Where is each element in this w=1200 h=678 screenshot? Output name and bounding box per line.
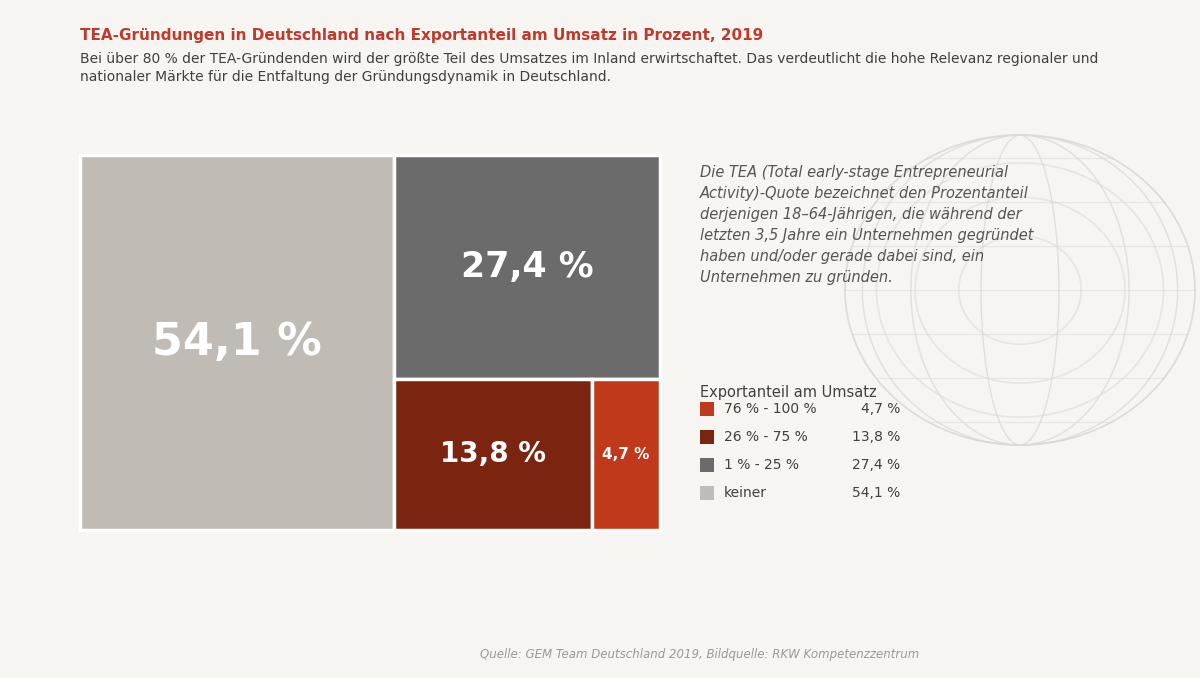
- Text: Bei über 80 % der TEA-Gründenden wird der größte Teil des Umsatzes im Inland erw: Bei über 80 % der TEA-Gründenden wird de…: [80, 52, 1098, 66]
- Bar: [700, 430, 714, 444]
- Bar: [394, 379, 593, 530]
- Bar: [700, 458, 714, 472]
- Bar: [700, 402, 714, 416]
- Text: 4,7 %: 4,7 %: [860, 402, 900, 416]
- Text: derjenigen 18–64-Jährigen, die während der: derjenigen 18–64-Jährigen, die während d…: [700, 207, 1021, 222]
- Text: nationaler Märkte für die Entfaltung der Gründungsdynamik in Deutschland.: nationaler Märkte für die Entfaltung der…: [80, 70, 611, 84]
- Bar: [700, 486, 714, 500]
- Text: Die TEA (Total early-stage Entrepreneurial: Die TEA (Total early-stage Entrepreneuri…: [700, 165, 1008, 180]
- Bar: [593, 379, 660, 530]
- Text: 4,7 %: 4,7 %: [602, 447, 650, 462]
- Text: 54,1 %: 54,1 %: [852, 486, 900, 500]
- Text: 27,4 %: 27,4 %: [852, 458, 900, 472]
- Text: Quelle: GEM Team Deutschland 2019, Bildquelle: RKW Kompetenzzentrum: Quelle: GEM Team Deutschland 2019, Bildq…: [480, 648, 919, 661]
- Text: Exportanteil am Umsatz: Exportanteil am Umsatz: [700, 385, 877, 400]
- Text: haben und/oder gerade dabei sind, ein: haben und/oder gerade dabei sind, ein: [700, 249, 984, 264]
- Text: 54,1 %: 54,1 %: [152, 321, 322, 364]
- Text: 1 % - 25 %: 1 % - 25 %: [724, 458, 799, 472]
- Text: Activity)-Quote bezeichnet den Prozentanteil: Activity)-Quote bezeichnet den Prozentan…: [700, 186, 1028, 201]
- Text: keiner: keiner: [724, 486, 767, 500]
- Text: 13,8 %: 13,8 %: [440, 441, 546, 468]
- Text: 26 % - 75 %: 26 % - 75 %: [724, 430, 808, 444]
- Text: 76 % - 100 %: 76 % - 100 %: [724, 402, 817, 416]
- Bar: [394, 155, 660, 379]
- Text: 13,8 %: 13,8 %: [852, 430, 900, 444]
- Bar: [80, 155, 394, 530]
- Text: Unternehmen zu gründen.: Unternehmen zu gründen.: [700, 270, 893, 285]
- Text: TEA-Gründungen in Deutschland nach Exportanteil am Umsatz in Prozent, 2019: TEA-Gründungen in Deutschland nach Expor…: [80, 28, 763, 43]
- Text: 27,4 %: 27,4 %: [461, 250, 593, 284]
- Text: letzten 3,5 Jahre ein Unternehmen gegründet: letzten 3,5 Jahre ein Unternehmen gegrün…: [700, 228, 1033, 243]
